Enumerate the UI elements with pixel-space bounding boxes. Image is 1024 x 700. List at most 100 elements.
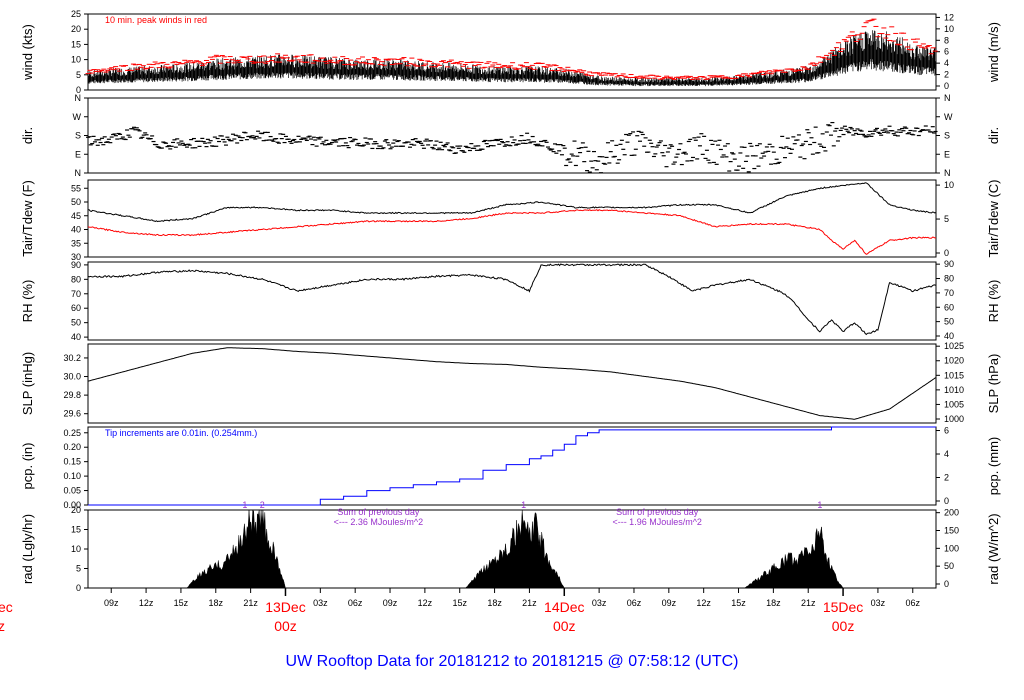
ytick-label-right-rh: 80 <box>944 274 954 284</box>
ytick-label-left-temperature: 55 <box>71 183 81 193</box>
ytick-label-right-slp: 1015 <box>944 370 964 380</box>
ytick-label-right-wind: 4 <box>944 58 949 68</box>
ylabel-right-slp: SLP (hPa) <box>986 354 1001 414</box>
ytick-label-right-wind: 6 <box>944 47 949 57</box>
ytick-label-left-wind: 10 <box>71 55 81 65</box>
ylabel-left-radiation: rad (Lgly/hr) <box>20 514 35 584</box>
day-label: 13Dec <box>265 599 305 615</box>
panel-frame-pcp <box>87 426 937 506</box>
xtick-label: 03z <box>592 598 607 608</box>
slp-series-1 <box>87 347 937 420</box>
ylabel-right-dir: dir. <box>986 127 1001 144</box>
radiation-annotation: <--- 2.36 MJoules/m^2 <box>334 517 424 527</box>
ylabel-left-wind: wind (kts) <box>20 24 35 81</box>
ytick-label-right-radiation: 150 <box>944 526 959 536</box>
ylabel-left-dir: dir. <box>20 127 35 144</box>
xtick-label: 03z <box>313 598 328 608</box>
ytick-label-right-rh: 60 <box>944 302 954 312</box>
ytick-label-left-radiation: 10 <box>71 544 81 554</box>
xtick-label: 15z <box>731 598 746 608</box>
ytick-label-right-temperature: 5 <box>944 214 949 224</box>
xtick-label: 12z <box>139 598 154 608</box>
ytick-label-left-wind: 5 <box>76 70 81 80</box>
ytick-label-left-dir: E <box>75 149 81 159</box>
ytick-label-right-wind: 12 <box>944 12 954 22</box>
day-label: 14Dec <box>544 599 584 615</box>
ytick-label-right-slp: 1020 <box>944 356 964 366</box>
xtick-label: 06z <box>348 598 363 608</box>
annotation-wind: 10 min. peak winds in red <box>105 15 207 25</box>
ytick-label-left-wind: 20 <box>71 24 81 34</box>
ytick-label-right-wind: 8 <box>944 35 949 45</box>
xtick-label: 03z <box>871 598 886 608</box>
day-time-label: 00z <box>553 618 576 634</box>
ytick-label-right-rh: 90 <box>944 259 954 269</box>
ytick-label-left-temperature: 30 <box>71 252 81 262</box>
ytick-label-left-rh: 60 <box>71 303 81 313</box>
radiation-annotation: 2 <box>260 500 265 510</box>
xtick-label: 09z <box>662 598 677 608</box>
ytick-label-right-pcp: 0 <box>944 496 949 506</box>
ylabel-right-radiation: rad (W/m^2) <box>986 513 1001 584</box>
ytick-label-right-pcp: 6 <box>944 426 949 436</box>
ytick-label-left-slp: 30.0 <box>63 372 81 382</box>
ytick-label-left-slp: 29.8 <box>63 390 81 400</box>
ytick-label-left-wind: 25 <box>71 9 81 19</box>
ytick-label-left-rh: 80 <box>71 274 81 284</box>
temperature-series-2 <box>87 209 937 255</box>
ytick-label-left-wind: 0 <box>76 85 81 95</box>
ylabel-right-wind: wind (m/s) <box>986 22 1001 83</box>
xtick-label: 18z <box>487 598 502 608</box>
ytick-label-left-dir: W <box>73 112 82 122</box>
ylabel-right-temperature: Tair/Tdew (C) <box>986 179 1001 257</box>
rh-series-1 <box>87 263 937 336</box>
ytick-label-left-radiation: 5 <box>76 564 81 574</box>
ytick-label-right-wind: 2 <box>944 70 949 80</box>
ytick-label-right-slp: 1025 <box>944 341 964 351</box>
xtick-label: 15z <box>174 598 189 608</box>
radiation-area-day-1 <box>186 509 286 589</box>
ytick-label-right-dir: W <box>944 112 953 122</box>
ytick-label-left-radiation: 20 <box>71 505 81 515</box>
xtick-label: 21z <box>243 598 258 608</box>
panel-frame-temperature <box>87 179 937 258</box>
ytick-label-left-slp: 30.2 <box>63 353 81 363</box>
ytick-label-right-radiation: 50 <box>944 561 954 571</box>
ytick-label-left-temperature: 50 <box>71 197 81 207</box>
xtick-label: 18z <box>209 598 224 608</box>
radiation-annotation: Sum of previous day <box>337 507 420 517</box>
panel-frame-rh <box>87 261 937 341</box>
annotation-pcp: Tip increments are 0.01in. (0.254mm.) <box>105 428 257 438</box>
radiation-annotation: 1 <box>242 500 247 510</box>
ytick-label-left-pcp: 0.15 <box>63 457 81 467</box>
xtick-label: 15z <box>452 598 467 608</box>
ytick-label-left-pcp: 0.20 <box>63 442 81 452</box>
ytick-label-left-temperature: 45 <box>71 211 81 221</box>
ytick-label-left-radiation: 0 <box>76 583 81 593</box>
ytick-label-left-rh: 50 <box>71 318 81 328</box>
ytick-label-right-pcp: 4 <box>944 449 949 459</box>
ytick-label-left-temperature: 35 <box>71 238 81 248</box>
ytick-label-right-temperature: 10 <box>944 180 954 190</box>
ytick-label-left-dir: S <box>75 131 81 141</box>
xtick-label: 12z <box>696 598 711 608</box>
ytick-label-left-temperature: 40 <box>71 225 81 235</box>
ytick-label-left-rh: 40 <box>71 332 81 342</box>
xtick-label: 12z <box>418 598 433 608</box>
panel-frame-slp <box>87 343 937 424</box>
day-time-label: 00z <box>832 618 855 634</box>
ytick-label-left-pcp: 0.05 <box>63 486 81 496</box>
ytick-label-right-rh: 50 <box>944 317 954 327</box>
ytick-label-left-pcp: 0.00 <box>63 500 81 510</box>
ytick-label-right-radiation: 100 <box>944 543 959 553</box>
xtick-label: 09z <box>383 598 398 608</box>
ytick-label-left-pcp: 0.10 <box>63 471 81 481</box>
ylabel-left-temperature: Tair/Tdew (F) <box>20 180 35 257</box>
ytick-label-left-rh: 90 <box>71 260 81 270</box>
xtick-label: 09z <box>104 598 119 608</box>
day-label: 15Dec <box>823 599 863 615</box>
ytick-label-right-dir: E <box>944 149 950 159</box>
xtick-label: 21z <box>522 598 537 608</box>
xtick-label: 18z <box>766 598 781 608</box>
